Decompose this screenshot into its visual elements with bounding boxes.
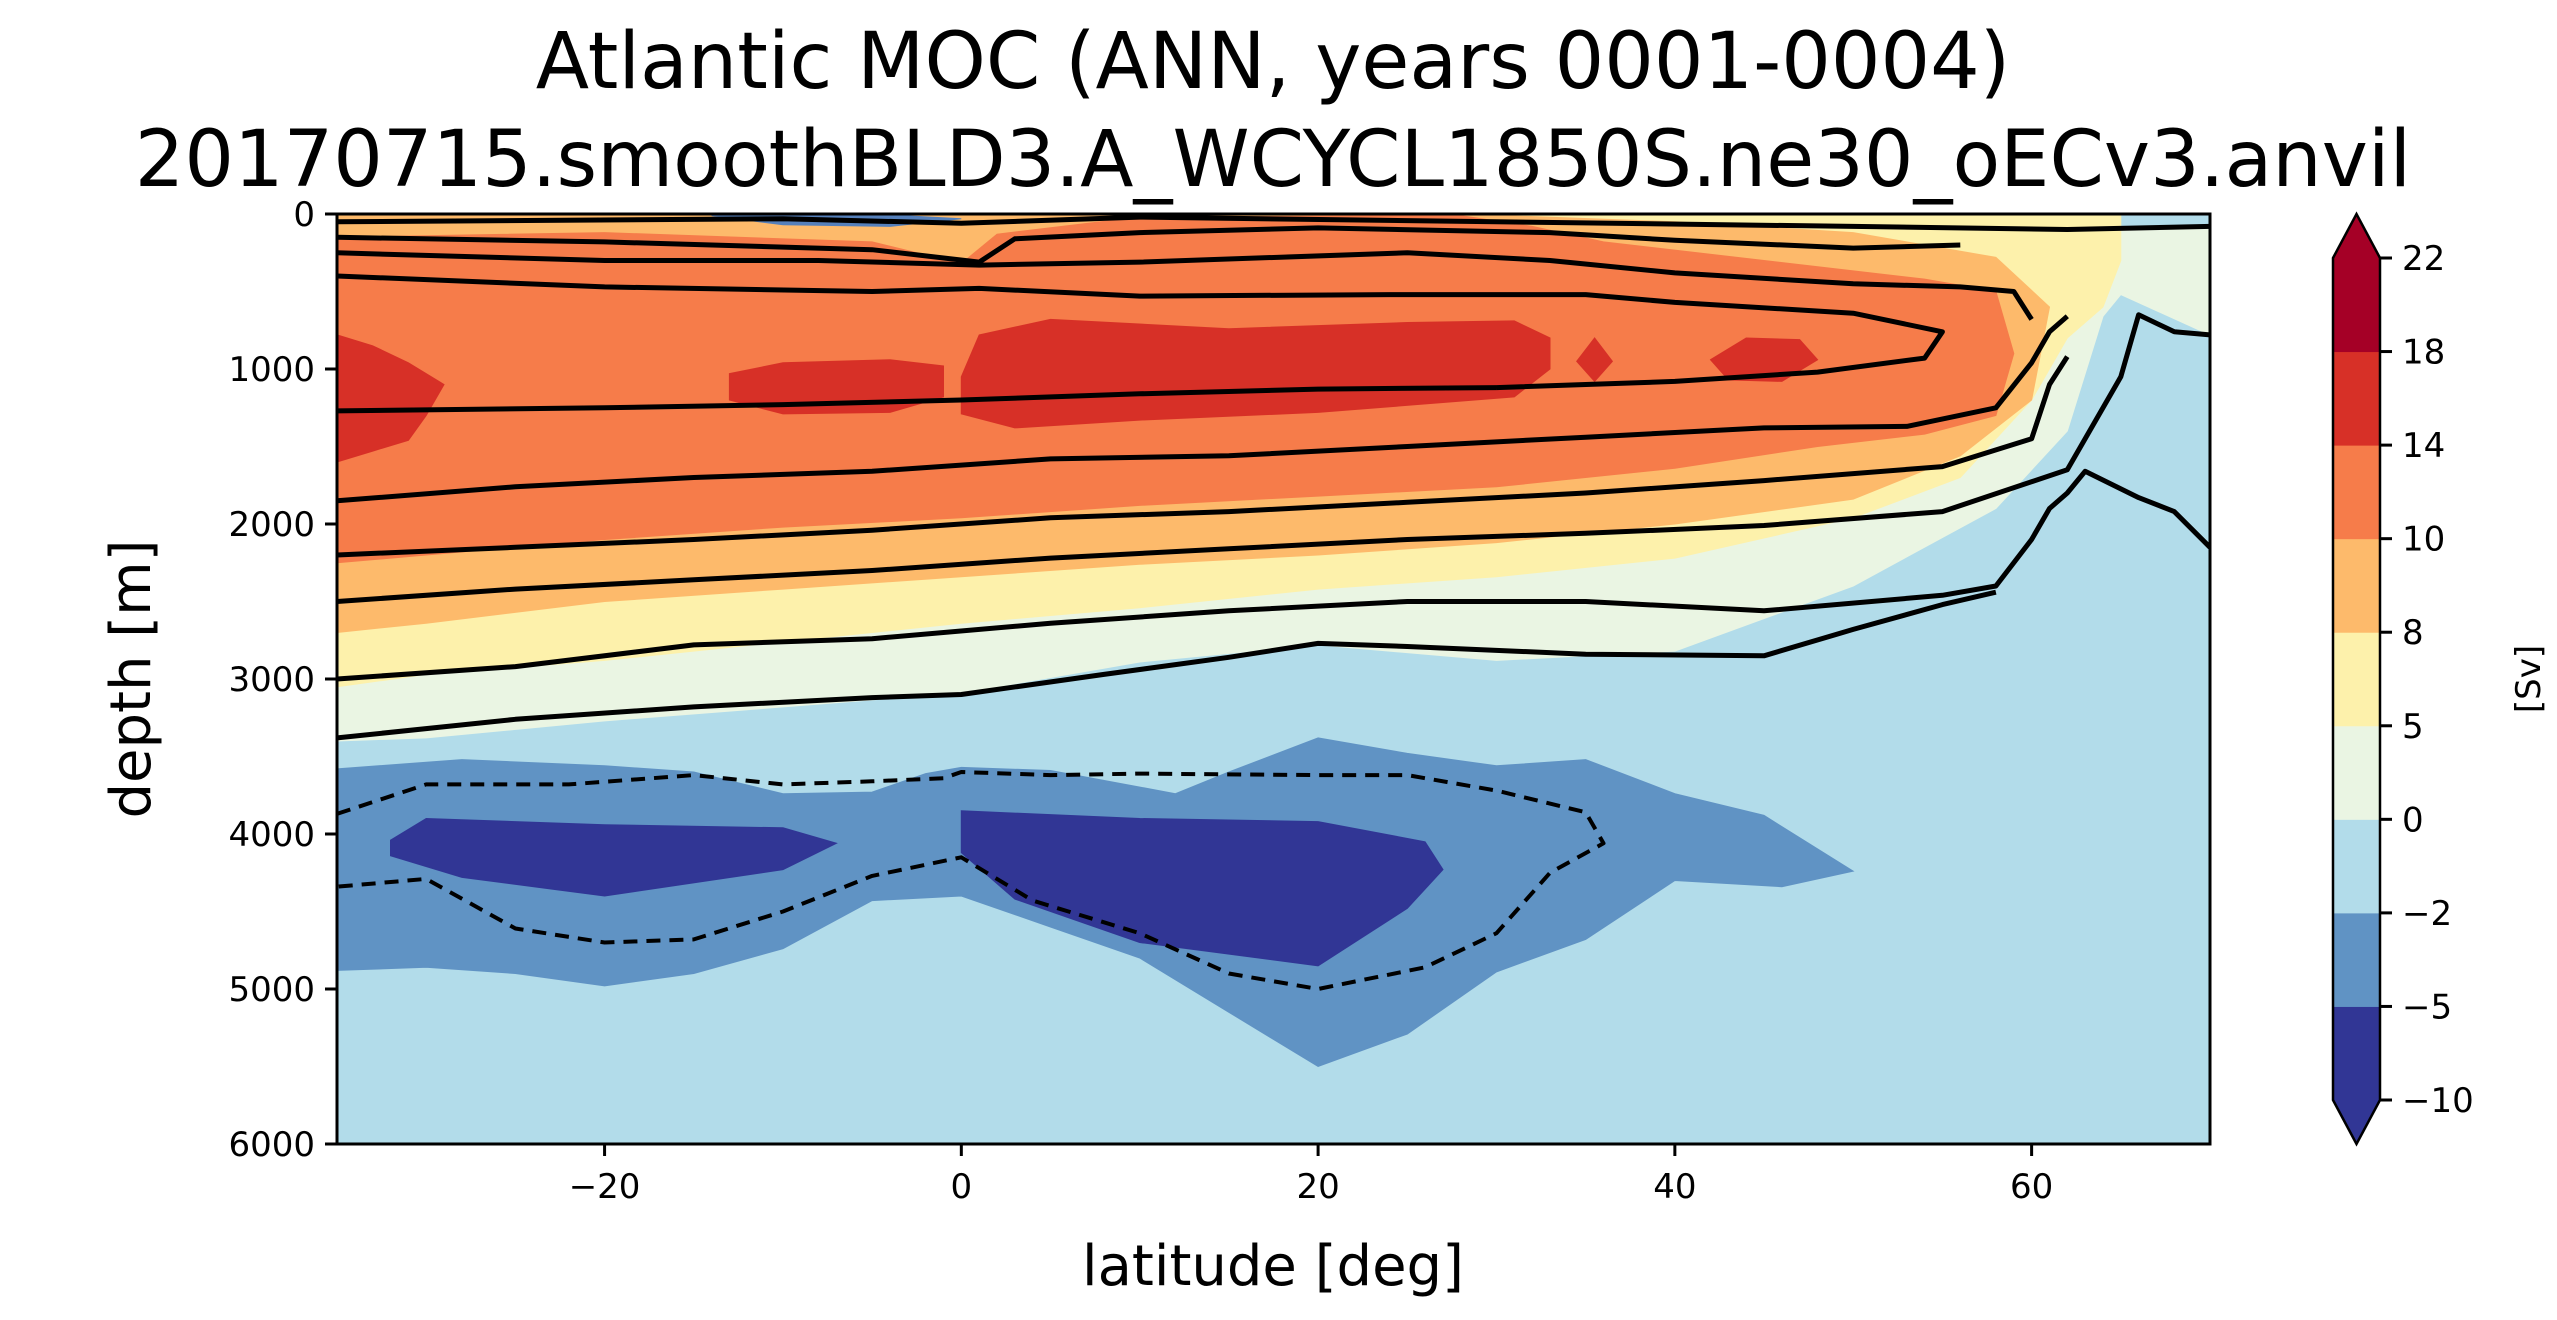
colorbar-tick-label: 10 (2402, 520, 2445, 560)
chart-title: Atlantic MOC (ANN, years 0001-0004) (536, 17, 2010, 107)
colorbar-tick-label: −5 (2402, 987, 2452, 1027)
solid-contour-9 (337, 589, 1997, 741)
y-tick-label: 5000 (228, 970, 315, 1010)
colorbar-label: [Sv] (2509, 645, 2549, 713)
solid-contour-4 (337, 385, 1497, 414)
y-axis-label: depth [m] (99, 539, 164, 818)
dashed-contour-0 (337, 770, 1606, 991)
solid-contour-5 (337, 314, 2069, 504)
y-tick-label: 0 (293, 195, 315, 235)
x-tick-label: −20 (569, 1167, 641, 1207)
plot-area (337, 214, 2210, 1144)
colorbar-extend-top (2333, 214, 2380, 258)
colorbar-segment (2333, 351, 2380, 446)
colorbar-segment (2333, 725, 2380, 820)
y-tick-label: 2000 (228, 505, 315, 545)
colorbar-tick-label: 8 (2402, 613, 2424, 653)
y-tick-label: 4000 (228, 815, 315, 855)
contour-region-11 (390, 817, 838, 897)
colorbar-segment (2333, 1006, 2380, 1101)
x-axis-label: latitude [deg] (1082, 1234, 1464, 1299)
y-tick-label: 1000 (228, 350, 315, 390)
x-tick-label: 60 (2010, 1167, 2053, 1207)
colorbar-tick-label: 22 (2402, 239, 2445, 279)
contour-region-5 (337, 334, 445, 463)
solid-contour-8 (337, 468, 2210, 682)
y-axis-ticks: 0 1000 2000 3000 4000 5000 6000 (228, 195, 337, 1165)
solid-contour-7 (337, 312, 2210, 604)
y-tick-label: 3000 (228, 660, 315, 700)
colorbar-tick-label: 5 (2402, 707, 2424, 747)
colorbar-tick-label: 0 (2402, 800, 2424, 840)
x-tick-label: 0 (951, 1167, 973, 1207)
colorbar-extend-bottom (2333, 1100, 2380, 1144)
colorbar: −10 −5 −2 0 5 8 10 14 18 22 (2331, 211, 2474, 1147)
colorbar-segment (2333, 258, 2380, 353)
colorbar-segment (2333, 538, 2380, 633)
colorbar-segment (2333, 445, 2380, 540)
colorbar-segment (2333, 912, 2380, 1007)
chart-subtitle: 20170715.smoothBLD3.A_WCYCL1850S.ne30_oE… (135, 115, 2411, 205)
contour-region-7 (960, 318, 1551, 429)
colorbar-tick-label: −2 (2402, 894, 2452, 934)
solid-contour-1 (337, 225, 1961, 265)
x-tick-label: 20 (1296, 1167, 1339, 1207)
colorbar-tick-label: −10 (2402, 1081, 2474, 1121)
y-tick-label: 6000 (228, 1125, 315, 1165)
contour-lines (337, 214, 2210, 991)
contour-region-12 (960, 810, 1444, 967)
colorbar-tick-label: 14 (2402, 426, 2445, 466)
x-tick-label: 40 (1653, 1167, 1696, 1207)
solid-contour-2 (337, 250, 2034, 321)
colorbar-tick-label: 18 (2402, 333, 2445, 373)
colorbar-segment (2333, 819, 2380, 914)
solid-contour-6 (337, 355, 2070, 558)
solid-contour-0 (337, 214, 2210, 232)
contour-region-8 (1576, 337, 1614, 383)
solid-contour-3 (337, 273, 1945, 391)
x-axis-ticks: −20 0 20 40 60 (569, 1144, 2053, 1207)
colorbar-segment (2333, 632, 2380, 727)
